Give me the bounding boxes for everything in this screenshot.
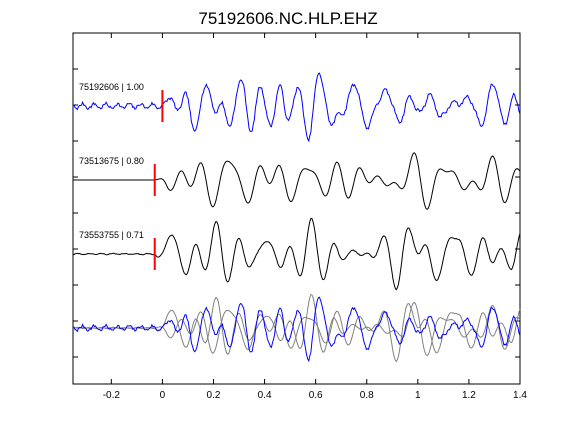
overlay-group [72,293,521,363]
overlay-line [73,301,521,357]
trace-line [73,152,521,210]
y-axis-ticks [73,68,520,358]
x-tick-label: 0.8 [360,390,374,401]
x-tick-label: 1.2 [462,390,476,401]
x-tick-label: 0.6 [309,390,323,401]
trace-group: 75192606 | 1.00 73513675 | 0.80 73553755 |… [72,72,521,291]
chart-title: 75192606.NC.HLP.EHZ [198,9,377,28]
x-tick-label: 0 [160,390,166,401]
trace-line [72,72,521,143]
overlay-line [72,293,521,363]
trace-line [72,217,521,291]
trace-label: 73553755 | 0.71 [79,230,144,240]
x-tick-label: 1 [415,390,421,401]
x-tick-label: 0.2 [207,390,221,401]
overlay-line [72,296,521,363]
x-tick-label: 1.4 [513,390,527,401]
x-tick-label: -0.2 [103,390,121,401]
plot-frame [72,32,521,385]
x-axis: -0.2 0 0.2 0.4 0.6 0.8 1 1.2 1.4 [103,33,527,401]
x-tick-label: 0.4 [258,390,272,401]
trace-label: 73513675 | 0.80 [79,156,144,166]
trace-label: 75192606 | 1.00 [79,82,144,92]
